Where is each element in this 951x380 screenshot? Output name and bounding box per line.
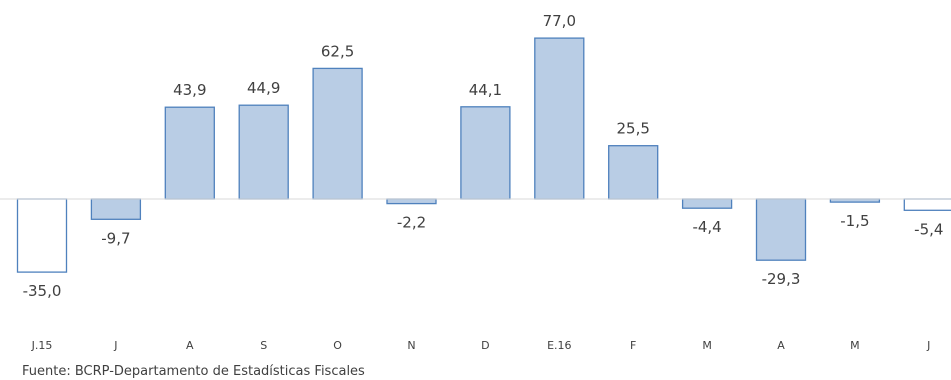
x-tick-label: N [407, 339, 415, 352]
bars-group [16, 37, 951, 273]
x-tick-label: S [260, 339, 267, 352]
bar [238, 104, 289, 200]
data-label: -29,3 [762, 270, 801, 288]
bar [164, 106, 215, 200]
data-label: 77,0 [543, 12, 576, 30]
x-tick-label: E.16 [547, 339, 571, 352]
x-tick-label: M [850, 339, 860, 352]
data-label: 43,9 [173, 81, 206, 99]
data-label: -9,7 [101, 229, 130, 247]
bar [460, 106, 511, 200]
bar [16, 198, 68, 273]
bar [903, 198, 951, 211]
source-note: Fuente: BCRP-Departamento de Estadística… [22, 364, 365, 379]
bar [534, 37, 585, 200]
x-tick-labels-group: J.15 J A S O N D E.16 F M A M J [31, 339, 931, 352]
data-label: -5,4 [914, 220, 943, 238]
bar [90, 198, 142, 220]
bar [312, 67, 363, 200]
x-tick-label: A [777, 339, 785, 352]
x-tick-label: J [926, 339, 930, 352]
data-label: -35,0 [23, 282, 62, 300]
bar [608, 145, 659, 200]
x-tick-label: A [186, 339, 194, 352]
bar [681, 198, 733, 209]
data-label: -2,2 [397, 214, 426, 232]
data-labels-group: -35,0 -9,7 43,9 44,9 62,5 -2,2 44,1 77,0 25,5 -4,… [23, 12, 944, 300]
data-label: 25,5 [616, 120, 649, 138]
data-label: -1,5 [840, 212, 869, 230]
data-label: -4,4 [692, 218, 721, 236]
x-tick-label: M [702, 339, 712, 352]
x-tick-label: D [481, 339, 489, 352]
bar [386, 198, 437, 205]
x-tick-label: F [630, 339, 636, 352]
x-tick-label: O [333, 339, 342, 352]
bar-chart: -35,0 -9,7 43,9 44,9 62,5 -2,2 44,1 77,0 25,5 -4,… [0, 12, 951, 352]
x-tick-label: J.15 [31, 339, 53, 352]
data-label: 62,5 [321, 42, 354, 60]
data-label: 44,1 [469, 81, 502, 99]
x-tick-label: J [113, 339, 117, 352]
bar [755, 198, 807, 261]
data-label: 44,9 [247, 79, 280, 97]
